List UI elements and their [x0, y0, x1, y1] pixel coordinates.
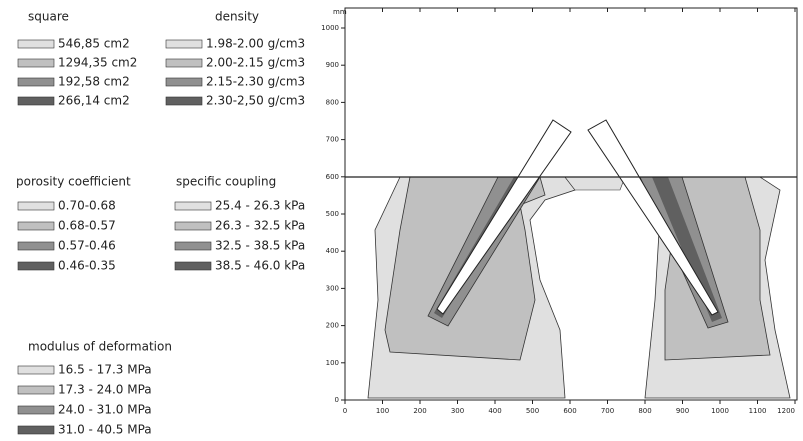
x-tick-label: 400 [488, 407, 501, 415]
legend-label: 266,14 cm2 [58, 94, 130, 108]
legend-label: 32.5 - 38.5 kPa [215, 239, 305, 253]
y-tick-label: 900 [326, 61, 339, 69]
x-tick-label: 300 [451, 407, 464, 415]
legend-swatch [166, 97, 202, 105]
legend-swatch [18, 40, 54, 48]
x-tick-label: 1100 [749, 407, 767, 415]
legend-label: 192,58 cm2 [58, 75, 130, 89]
legend-label: 1294,35 cm2 [58, 56, 137, 70]
y-tick-label: 800 [326, 98, 339, 106]
legend-swatch [18, 222, 54, 230]
legend-label: 0.57-0.46 [58, 239, 116, 253]
legend-swatch [18, 366, 54, 374]
legend-swatch [18, 78, 54, 86]
legend-label: 1.98-2.00 g/cm3 [206, 37, 305, 51]
legend-swatch [175, 202, 211, 210]
legend-swatch [175, 222, 211, 230]
legend-swatch [18, 97, 54, 105]
x-tick-label: 900 [676, 407, 689, 415]
legend-label: 17.3 - 24.0 MPa [58, 383, 152, 397]
legend-label: 25.4 - 26.3 kPa [215, 199, 305, 213]
x-tick-label: 0 [343, 407, 347, 415]
legend-label: 2.30-2,50 g/cm3 [206, 94, 305, 108]
legend-label: 2.15-2.30 g/cm3 [206, 75, 305, 89]
y-tick-label: 100 [326, 359, 339, 367]
x-tick-label: 500 [526, 407, 539, 415]
legend-title: specific coupling [176, 175, 276, 189]
y-tick-label: 0 [335, 396, 339, 404]
x-tick-label: 800 [638, 407, 651, 415]
y-tick-label: 400 [326, 247, 339, 255]
legend-label: 38.5 - 46.0 kPa [215, 259, 305, 273]
legend-title: modulus of deformation [28, 340, 172, 354]
x-tick-label: 1000 [711, 407, 729, 415]
y-tick-label: 600 [326, 173, 339, 181]
legend-swatch [18, 406, 54, 414]
legend-title: porosity coefficient [16, 175, 131, 189]
contour-plot [345, 8, 797, 400]
legend-swatch [18, 426, 54, 434]
x-tick-label: 700 [601, 407, 614, 415]
legend-swatch [18, 59, 54, 67]
legend-label: 31.0 - 40.5 MPa [58, 423, 152, 437]
legend-label: 546,85 cm2 [58, 37, 130, 51]
legend-label: 0.70-0.68 [58, 199, 116, 213]
x-tick-label: 200 [413, 407, 426, 415]
legend-label: 16.5 - 17.3 MPa [58, 363, 152, 377]
legend-swatch [18, 242, 54, 250]
legend-swatch [175, 262, 211, 270]
legend-title: density [215, 10, 259, 24]
legend-swatch [166, 78, 202, 86]
y-tick-label: 700 [326, 136, 339, 144]
legend-title: square [28, 10, 69, 24]
legend-label: 0.68-0.57 [58, 219, 116, 233]
legend-swatch [166, 40, 202, 48]
y-tick-label: 500 [326, 210, 339, 218]
legend-label: 0.46-0.35 [58, 259, 116, 273]
legend-label: 24.0 - 31.0 MPa [58, 403, 152, 417]
legend-swatch [175, 242, 211, 250]
legend-label: 2.00-2.15 g/cm3 [206, 56, 305, 70]
legend-swatch [18, 262, 54, 270]
figure: mm square546,85 cm21294,35 cm2192,58 cm2… [0, 0, 803, 441]
x-tick-label: 100 [376, 407, 389, 415]
contour-bridge [565, 177, 625, 190]
legend-swatch [18, 202, 54, 210]
legend-label: 26.3 - 32.5 kPa [215, 219, 305, 233]
y-tick-label: 200 [326, 322, 339, 330]
x-tick-label: 1200 [777, 407, 795, 415]
x-tick-label: 600 [563, 407, 576, 415]
legend-swatch [166, 59, 202, 67]
y-tick-label: 1000 [321, 24, 339, 32]
y-tick-label: 300 [326, 284, 339, 292]
legend-swatch [18, 386, 54, 394]
